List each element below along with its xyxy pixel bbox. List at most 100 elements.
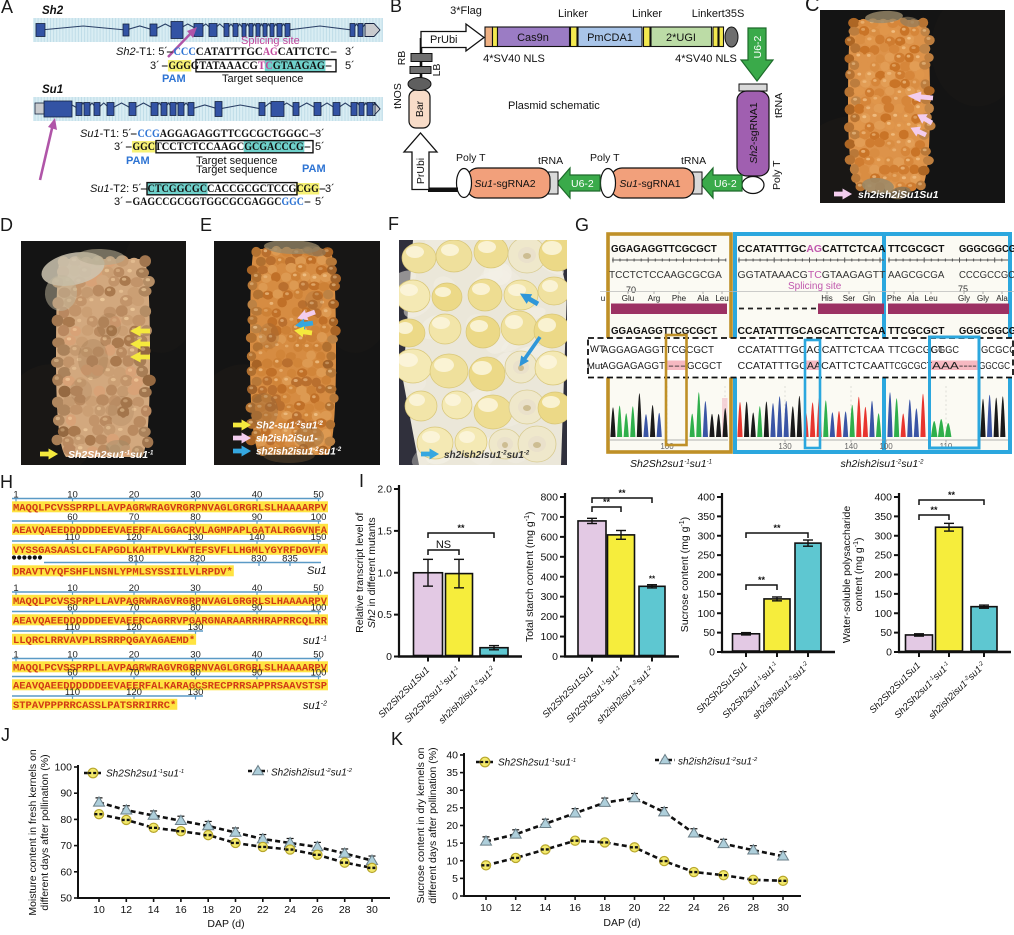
svg-text:LB: LB (431, 64, 443, 77)
svg-text:830: 830 (251, 554, 267, 565)
svg-text:sh2ish2isu1-2su1-2: sh2ish2isu1-2su1-2 (444, 450, 530, 461)
svg-text:100: 100 (879, 442, 893, 451)
svg-text:Leu: Leu (924, 294, 937, 303)
svg-text:60: 60 (67, 603, 78, 614)
svg-text:Moisture content in fresh kern: Moisture content in fresh kernels on (27, 749, 39, 915)
svg-text:DRAVTVYQFSHFLNSNLYPMLSYSSIILVL: DRAVTVYQFSHFLNSNLYPMLSYSSIILVLRPDV* (13, 566, 233, 578)
svg-text:100: 100 (697, 608, 715, 620)
svg-text:10: 10 (93, 904, 105, 916)
svg-text:TCCTCTCCAAGCGCGA: TCCTCTCCAAGCGCGA (609, 270, 722, 281)
svg-text:-: - (304, 196, 312, 208)
svg-text:400: 400 (697, 492, 715, 504)
svg-text:100: 100 (874, 608, 892, 620)
svg-text:120: 120 (126, 687, 142, 698)
svg-text:VYSSGASAASLCLFAPGDLKAHTPVLKWTE: VYSSGASAASLCLFAPGDLKAHTPVLKWTEFSVFLLHGML… (13, 546, 327, 557)
svg-text:50: 50 (880, 627, 892, 639)
svg-text:0: 0 (709, 647, 715, 659)
svg-text:24: 24 (284, 904, 296, 916)
svg-text:20: 20 (446, 820, 458, 832)
svg-text:12: 12 (120, 904, 132, 916)
svg-text:Phe: Phe (672, 294, 687, 303)
svg-text:Sh2Sh2su1-1su1-1: Sh2Sh2su1-1su1-1 (68, 449, 154, 461)
svg-text:90: 90 (60, 788, 72, 800)
svg-text:20: 20 (129, 650, 140, 661)
svg-text:Leu: Leu (715, 294, 728, 303)
svg-text:100: 100 (54, 762, 72, 774)
svg-text:Target sequence: Target sequence (196, 155, 277, 167)
svg-text:Su1-sgRNA1: Su1-sgRNA1 (619, 178, 680, 190)
svg-text:Bar: Bar (414, 100, 426, 117)
svg-text:PrUbi: PrUbi (430, 34, 458, 46)
svg-text:0: 0 (886, 647, 892, 659)
svg-text:1.5: 1.5 (377, 525, 392, 537)
svg-text:1: 1 (13, 650, 18, 661)
svg-text:110: 110 (65, 687, 80, 698)
svg-text:18: 18 (202, 904, 214, 916)
svg-text:50: 50 (313, 490, 324, 501)
svg-text:sh2ish2iSu1-: sh2ish2iSu1- (256, 434, 318, 445)
svg-text:TTCGCGCT: TTCGCGCT (888, 244, 944, 255)
svg-text:Gln: Gln (863, 294, 875, 303)
svg-text:80: 80 (190, 512, 201, 523)
svg-text:300: 300 (697, 530, 715, 542)
svg-text:NS: NS (436, 539, 451, 551)
svg-text:10: 10 (67, 650, 78, 661)
svg-text:CCATATTTGCAGCATTCTCAA: CCATATTTGCAGCATTCTCAA (738, 244, 886, 255)
svg-text:18: 18 (599, 902, 611, 914)
svg-text:Su1-T2: 5´: Su1-T2: 5´ (90, 183, 142, 195)
svg-text:40: 40 (252, 583, 263, 594)
svg-text:AEAVQAEEDDDDDDEEVAEERFALKARAGC: AEAVQAEEDDDDDDEEVAEERFALKARAGCSRECPRRSAP… (13, 681, 327, 692)
svg-text:MAQQLPCVSSPRPLLAVPAGRWRAGVRGRP: MAQQLPCVSSPRPLLAVPAGRWRAGVRGRPNVAGLGRGRL… (13, 503, 327, 514)
svg-text:sh2ish2isu1-2su1-2: sh2ish2isu1-2su1-2 (595, 664, 657, 726)
svg-text:30: 30 (190, 490, 201, 501)
svg-text:100: 100 (660, 442, 674, 451)
svg-text:-: - (125, 141, 133, 153)
svg-text:3´: 3´ (345, 46, 355, 58)
svg-text:TTCGCGCT: TTCGCGCT (884, 361, 932, 372)
svg-text:PAM: PAM (302, 163, 326, 175)
svg-text:130: 130 (188, 532, 204, 543)
svg-text:Ser: Ser (843, 294, 856, 303)
svg-text:3´: 3´ (114, 141, 124, 153)
svg-text:20: 20 (629, 902, 641, 914)
svg-text:350: 350 (697, 511, 715, 523)
svg-text:60: 60 (67, 668, 78, 679)
svg-text:400: 400 (874, 492, 892, 504)
svg-text:GAGCCGCGGTGGCGCGAGGC: GAGCCGCGGTGGCGCGAGGC (132, 196, 281, 208)
svg-text:250: 250 (874, 550, 892, 562)
svg-text:AGGAGAGGTTCGCGCTGGGC: AGGAGAGGTTCGCGCTGGGC (160, 128, 309, 140)
svg-text:GGC: GGC (281, 196, 303, 208)
svg-text:600: 600 (540, 531, 558, 543)
svg-text:Phe: Phe (887, 294, 902, 303)
svg-text:400: 400 (540, 571, 558, 583)
svg-text:AGGAGAGGT: AGGAGAGGT (602, 361, 665, 372)
svg-text:**: ** (457, 523, 465, 533)
svg-text:100: 100 (311, 603, 327, 614)
svg-text:Su1: Su1 (42, 84, 63, 96)
svg-text:**: ** (930, 505, 938, 515)
svg-text:Linker: Linker (558, 8, 588, 20)
svg-text:60: 60 (67, 512, 78, 523)
svg-text:content (mg g-1): content (mg g-1) (853, 538, 865, 612)
svg-text:MAQQLPCVSSPRPLLAVPAGRWRAGVRGRP: MAQQLPCVSSPRPLLAVPAGRWRAGVRGRPNVAGLGRGRL… (13, 663, 327, 674)
svg-text:GGGCGGCGCC: GGGCGGCGCC (959, 244, 1014, 255)
svg-text:14: 14 (540, 902, 552, 914)
svg-text:GCGACCCG: GCGACCCG (244, 141, 304, 153)
svg-text:1: 1 (13, 490, 18, 501)
svg-text:Sh2Sh2Su1Su1: Sh2Sh2Su1Su1 (695, 660, 751, 716)
svg-text:90: 90 (252, 512, 263, 523)
svg-text:sh2ish2isu1-2su1-2: sh2ish2isu1-2su1-2 (256, 447, 342, 458)
svg-text:AAA----: AAA---- (932, 361, 977, 372)
svg-text:tRNA: tRNA (773, 93, 785, 118)
svg-text:U6-2: U6-2 (752, 35, 764, 58)
svg-text:Splicing site: Splicing site (788, 281, 842, 292)
svg-text:35: 35 (446, 767, 458, 779)
svg-text:Sucrose content in dry kernels: Sucrose content in dry kernels on (415, 747, 427, 903)
svg-text:-: - (330, 46, 338, 58)
svg-text:AEAVQAEEDDDDDDEEVAEERCAGRRVPGA: AEAVQAEEDDDDDDEEVAEERCAGRRVPGARGNARAARRH… (13, 616, 327, 627)
svg-text:PrUbi: PrUbi (415, 158, 427, 184)
svg-text:200: 200 (697, 569, 715, 581)
svg-text:CCATATTTGCAGCATTCTCAA: CCATATTTGCAGCATTCTCAA (738, 345, 885, 356)
svg-text:-: - (319, 183, 327, 195)
svg-text:150: 150 (697, 588, 715, 600)
